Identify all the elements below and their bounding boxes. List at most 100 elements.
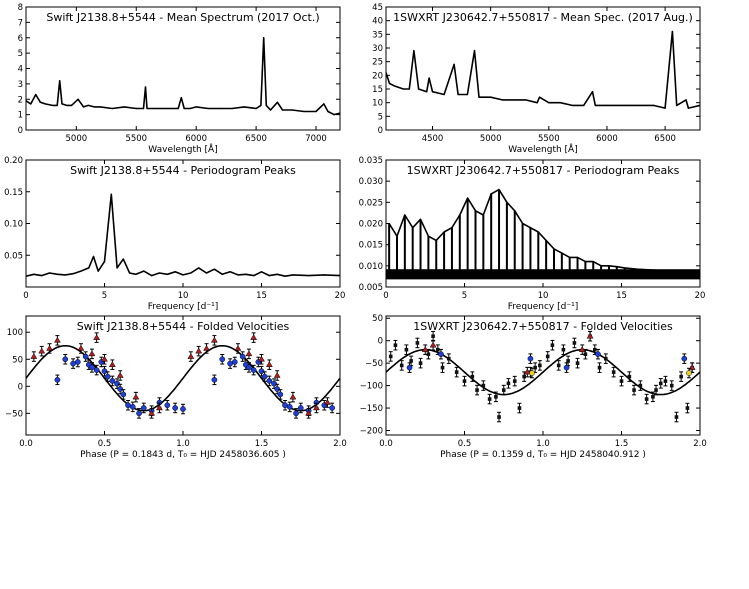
- data-point: [457, 93, 459, 96]
- velocity-point-red: [586, 332, 594, 339]
- data-point: [245, 273, 247, 275]
- velocity-point-red: [258, 355, 265, 362]
- velocity-point-black: [638, 383, 643, 388]
- x-tick-label: 5000: [480, 134, 502, 144]
- velocity-point-black: [447, 356, 451, 361]
- data-point: [443, 93, 445, 96]
- data-point: [685, 99, 687, 101]
- data-point: [180, 97, 182, 99]
- data-point: [545, 239, 547, 242]
- velocity-point-black: [399, 363, 404, 368]
- data-point: [490, 96, 492, 98]
- plot-area: [26, 37, 340, 116]
- velocity-point-red: [203, 344, 210, 351]
- x-axis-label: Wavelength [Å]: [508, 143, 577, 155]
- velocity-point-black: [522, 374, 526, 379]
- velocity-point-blue: [261, 373, 268, 380]
- x-tick-label: 0.0: [379, 439, 393, 449]
- data-point: [629, 104, 631, 106]
- chart-title: Swift J2138.8+5544 - Periodogram Peaks: [70, 164, 296, 177]
- data-point: [153, 107, 155, 110]
- data-line: [26, 193, 340, 277]
- velocity-point-black: [388, 354, 393, 359]
- y-tick-label: 1: [18, 111, 23, 121]
- velocity-point-blue: [527, 355, 534, 362]
- data-point: [501, 99, 503, 101]
- data-point: [315, 110, 317, 113]
- x-tick-label: 15: [256, 291, 267, 301]
- x-tick-label: 5000: [66, 134, 88, 144]
- data-point: [537, 231, 539, 233]
- velocity-point-blue: [681, 355, 688, 362]
- data-point: [276, 273, 278, 275]
- data-point: [636, 268, 638, 270]
- x-tick-label: 20: [335, 291, 346, 301]
- data-point: [64, 274, 66, 276]
- velocity-point-blue: [101, 368, 108, 375]
- plot-area: [386, 30, 700, 109]
- x-axis-label: Frequency [d⁻¹]: [148, 302, 218, 312]
- data-point: [584, 261, 586, 263]
- data-point: [404, 214, 406, 216]
- plot-frame: [25, 315, 341, 436]
- velocity-point-red: [30, 353, 38, 359]
- velocity-point-black: [658, 381, 663, 386]
- x-tick-label: 6000: [185, 134, 207, 144]
- data-point: [671, 31, 674, 33]
- velocity-point-blue: [120, 391, 127, 398]
- data-point: [571, 104, 573, 106]
- data-point: [474, 210, 477, 212]
- data-point: [26, 100, 27, 102]
- velocity-point-red: [210, 336, 218, 343]
- data-point: [92, 255, 95, 258]
- data-point: [80, 270, 82, 272]
- velocity-point-blue: [406, 364, 413, 371]
- x-tick-label: 5: [462, 291, 467, 301]
- velocity-point-red: [265, 361, 273, 367]
- data-point: [158, 272, 161, 274]
- data-point: [339, 274, 340, 277]
- data-point: [219, 107, 221, 110]
- data-point: [576, 256, 579, 258]
- x-tick-label: 15: [616, 291, 627, 301]
- data-point: [333, 114, 335, 116]
- plot-area: [26, 332, 340, 419]
- data-point: [110, 193, 112, 195]
- data-point: [561, 252, 563, 254]
- velocity-point-black: [404, 347, 409, 352]
- velocity-point-black: [644, 397, 649, 401]
- velocity-point-black: [651, 395, 655, 399]
- data-point: [664, 107, 666, 109]
- data-point: [48, 272, 51, 274]
- periodogram-noise-band: [386, 269, 700, 280]
- data-point: [594, 104, 596, 106]
- velocity-point-blue: [117, 386, 124, 392]
- velocity-point-red: [421, 346, 429, 352]
- data-point: [514, 210, 516, 212]
- velocity-point-red: [132, 393, 140, 400]
- velocity-point-black: [561, 347, 566, 352]
- data-point: [123, 106, 125, 108]
- data-point: [59, 80, 61, 82]
- data-point: [323, 103, 325, 105]
- data-point: [189, 107, 191, 110]
- data-point: [538, 96, 541, 98]
- data-point: [303, 110, 305, 113]
- data-point: [135, 273, 137, 275]
- y-tick-label: 0.015: [359, 241, 383, 251]
- data-point: [263, 37, 265, 39]
- data-point: [253, 274, 255, 277]
- velocity-point-black: [494, 395, 498, 399]
- x-tick-label: 20: [695, 291, 706, 301]
- y-tick-label: −100: [360, 382, 383, 392]
- data-point: [521, 222, 524, 225]
- velocity-point-black: [487, 397, 492, 401]
- data-point: [419, 218, 422, 220]
- y-tick-label: 2: [18, 95, 23, 105]
- data-point: [408, 88, 410, 90]
- velocity-point-black: [566, 359, 570, 363]
- velocity-point-blue: [563, 364, 570, 371]
- velocity-point-red: [305, 409, 313, 416]
- panel-3: 0 5 10 15 20 0.05 0.10 0.15 0.20 Swift J2138.8+55…: [4, 156, 345, 312]
- data-point: [482, 214, 484, 216]
